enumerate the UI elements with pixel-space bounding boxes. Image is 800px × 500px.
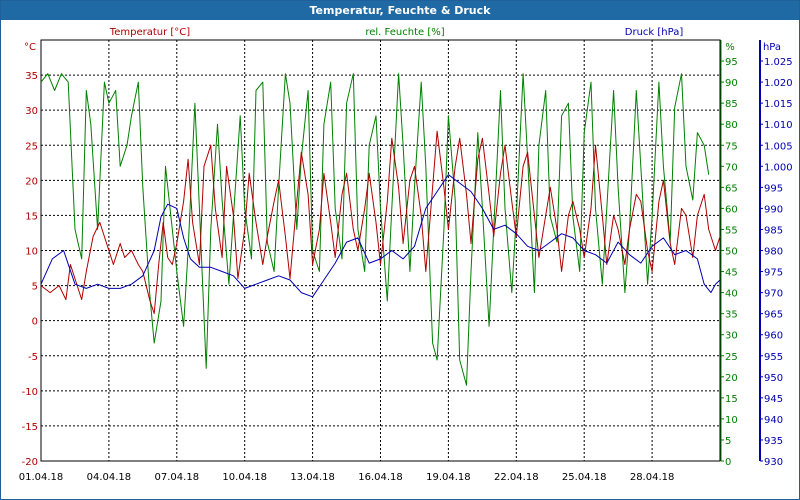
x-tick-label: 01.04.18 [19,472,64,483]
temperature-tick-label: -5 [28,352,38,363]
pressure-line [40,174,721,298]
humidity-tick-label: 65 [725,183,738,194]
pressure-tick-label: 955 [764,352,783,363]
pressure-tick-label: 1.000 [764,162,793,173]
humidity-tick-label: 5 [725,436,731,447]
humidity-tick-label: 30 [725,331,738,342]
humidity-tick-label: 20 [725,373,738,384]
x-tick-label: 22.04.18 [494,472,539,483]
temperature-tick-label: 30 [25,106,38,117]
humidity-line [40,73,710,386]
pressure-tick-label: 945 [764,394,783,405]
pressure-tick-label: 1.010 [764,120,793,131]
pressure-tick-label: 965 [764,310,783,321]
x-axis-ticks: 01.04.18 04.04.18 07.04.18 10.04.18 13.04.18… [19,472,675,483]
x-tick-label: 19.04.18 [426,472,471,483]
humidity-tick-label: 45 [725,268,738,279]
temperature-tick-label: 15 [25,211,38,222]
x-tick-label: 13.04.18 [290,472,335,483]
temperature-tick-label: 0 [32,317,38,328]
series-group [40,73,721,386]
temperature-tick-label: 10 [25,247,38,258]
temperature-tick-label: 35 [25,71,38,82]
pressure-tick-label: 970 [764,289,783,300]
x-tick-label: 25.04.18 [562,472,607,483]
temperature-tick-label: 25 [25,141,38,152]
pressure-tick-label: 1.020 [764,78,793,89]
humidity-tick-label: 95 [725,57,738,68]
pressure-tick-label: 1.025 [764,57,793,68]
x-tick-label: 10.04.18 [222,472,267,483]
pressure-tick-label: 935 [764,436,783,447]
temperature-tick-label: 20 [25,176,38,187]
humidity-tick-label: 55 [725,225,738,236]
left-axis-ticks: -20 -15 -10 -5 0 5 10 15 20 25 30 35 [22,71,38,468]
temperature-tick-label: -20 [22,457,38,468]
humidity-tick-label: 40 [725,289,738,300]
humidity-tick-label: 90 [725,78,738,89]
pressure-unit-label: hPa [763,42,781,53]
temperature-tick-label: -10 [22,387,38,398]
humidity-axis-ticks: 0 5 10 15 20 25 30 35 40 45 50 55 60 65 70 75 80 85 90 95 [720,40,738,468]
humidity-tick-label: 10 [725,415,738,426]
x-tick-label: 16.04.18 [358,472,403,483]
pressure-tick-label: 985 [764,225,783,236]
pressure-tick-label: 980 [764,247,783,258]
temperature-tick-label: 5 [32,282,38,293]
humidity-tick-label: 0 [725,457,731,468]
temperature-unit-label: °C [24,42,36,53]
grid [41,40,720,462]
humidity-unit-label: % [725,42,735,53]
temperature-line [40,130,721,315]
humidity-tick-label: 15 [725,394,738,405]
humidity-tick-label: 35 [725,310,738,321]
pressure-tick-label: 975 [764,268,783,279]
pressure-tick-label: 950 [764,373,783,384]
pressure-tick-label: 1.015 [764,99,793,110]
humidity-tick-label: 85 [725,99,738,110]
pressure-tick-label: 990 [764,204,783,215]
pressure-tick-label: 940 [764,415,783,426]
temperature-series-label: Temperatur [°C] [109,27,190,38]
pressure-series-label: Druck [hPa] [625,27,684,38]
pressure-tick-label: 960 [764,331,783,342]
humidity-tick-label: 75 [725,141,738,152]
temperature-tick-label: -15 [22,422,38,433]
chart-title: Temperatur, Feuchte & Druck [1,1,799,20]
x-tick-label: 28.04.18 [630,472,675,483]
humidity-tick-label: 50 [725,247,738,258]
humidity-tick-label: 60 [725,204,738,215]
pressure-tick-label: 995 [764,183,783,194]
pressure-tick-label: 1.005 [764,141,793,152]
pressure-tick-label: 930 [764,457,783,468]
pressure-axis-ticks: 930 935 940 945 950 955 960 965 970 975 980 985 990 9… [759,40,793,468]
humidity-series-label: rel. Feuchte [%] [365,27,444,38]
humidity-tick-label: 70 [725,162,738,173]
x-tick-label: 07.04.18 [155,472,200,483]
humidity-tick-label: 25 [725,352,738,363]
x-tick-label: 04.04.18 [87,472,132,483]
humidity-tick-label: 80 [725,120,738,131]
